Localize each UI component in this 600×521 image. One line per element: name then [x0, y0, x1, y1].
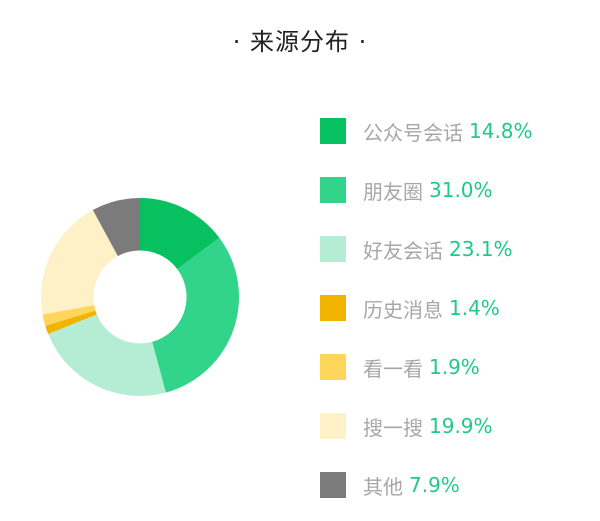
legend-item-moments: 朋友圈 31.0%: [320, 175, 493, 205]
legend-label-official-account-chat: 公众号会话: [363, 120, 463, 145]
donut-chart: [40, 198, 240, 397]
donut-slice-3: [45, 310, 97, 335]
donut-slice-5: [40, 209, 118, 315]
legend-swatch-search: [320, 413, 346, 439]
legend-swatch-official-account-chat: [320, 118, 346, 144]
legend-label-friend-chat: 好友会话: [363, 238, 443, 263]
donut-slice-4: [42, 305, 96, 326]
legend-swatch-look: [320, 354, 346, 380]
legend-label-other: 其他: [363, 474, 403, 499]
legend-item-history-message: 历史消息 1.4%: [320, 293, 500, 323]
legend-item-official-account-chat: 公众号会话 14.8%: [320, 116, 533, 146]
legend-swatch-other: [320, 472, 346, 498]
chart-title: · 来源分布 ·: [232, 28, 368, 56]
donut-slice-2: [48, 314, 166, 397]
legend-swatch-friend-chat: [320, 236, 346, 262]
legend-label-moments: 朋友圈: [363, 179, 423, 204]
legend-swatch-moments: [320, 177, 346, 203]
legend-item-friend-chat: 好友会话 23.1%: [320, 234, 513, 264]
legend-value-official-account-chat: 14.8%: [469, 119, 533, 143]
legend-value-moments: 31.0%: [429, 178, 493, 202]
legend-value-other: 7.9%: [409, 473, 460, 497]
legend-item-look: 看一看 1.9%: [320, 352, 480, 382]
legend-label-search: 搜一搜: [363, 415, 423, 440]
legend-value-search: 19.9%: [429, 414, 493, 438]
legend-label-history-message: 历史消息: [363, 297, 443, 322]
donut-slice-1: [152, 237, 240, 393]
legend-label-look: 看一看: [363, 356, 423, 381]
legend-value-history-message: 1.4%: [449, 296, 500, 320]
legend-item-search: 搜一搜 19.9%: [320, 411, 493, 441]
donut-slice-0: [140, 198, 220, 270]
legend-item-other: 其他 7.9%: [320, 470, 460, 500]
legend-value-look: 1.9%: [429, 355, 480, 379]
donut-slice-6: [92, 198, 140, 257]
legend-swatch-history-message: [320, 295, 346, 321]
legend-value-friend-chat: 23.1%: [449, 237, 513, 261]
